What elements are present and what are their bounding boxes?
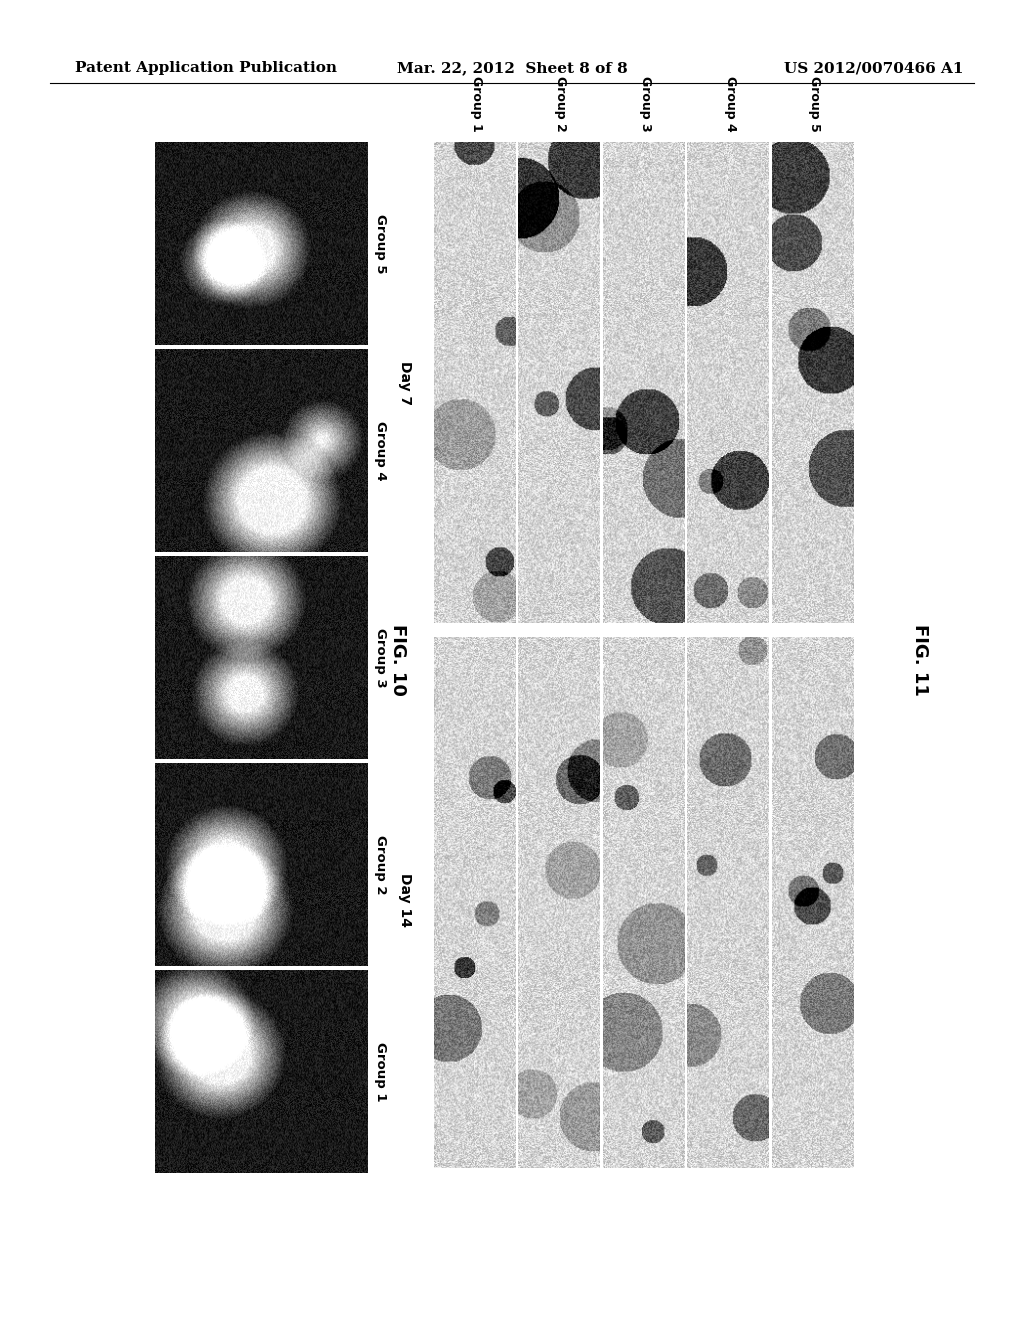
Text: Patent Application Publication: Patent Application Publication (75, 61, 337, 75)
Text: Group 2: Group 2 (374, 834, 386, 894)
Text: US 2012/0070466 A1: US 2012/0070466 A1 (784, 61, 964, 75)
Text: FIG. 10: FIG. 10 (389, 624, 407, 696)
Text: Mar. 22, 2012  Sheet 8 of 8: Mar. 22, 2012 Sheet 8 of 8 (396, 61, 628, 75)
Text: Day 14: Day 14 (398, 873, 412, 927)
Text: Group 5: Group 5 (374, 214, 386, 273)
Text: Group 2: Group 2 (554, 77, 567, 132)
Text: Group 5: Group 5 (808, 77, 821, 132)
Text: Group 1: Group 1 (374, 1041, 386, 1101)
Text: Day 7: Day 7 (398, 360, 412, 405)
Text: FIG. 11: FIG. 11 (911, 624, 929, 696)
Text: Group 3: Group 3 (639, 77, 652, 132)
Text: Group 4: Group 4 (724, 77, 736, 132)
Text: Group 3: Group 3 (374, 628, 386, 688)
Text: Group 4: Group 4 (374, 421, 386, 480)
Text: Group 1: Group 1 (470, 77, 482, 132)
